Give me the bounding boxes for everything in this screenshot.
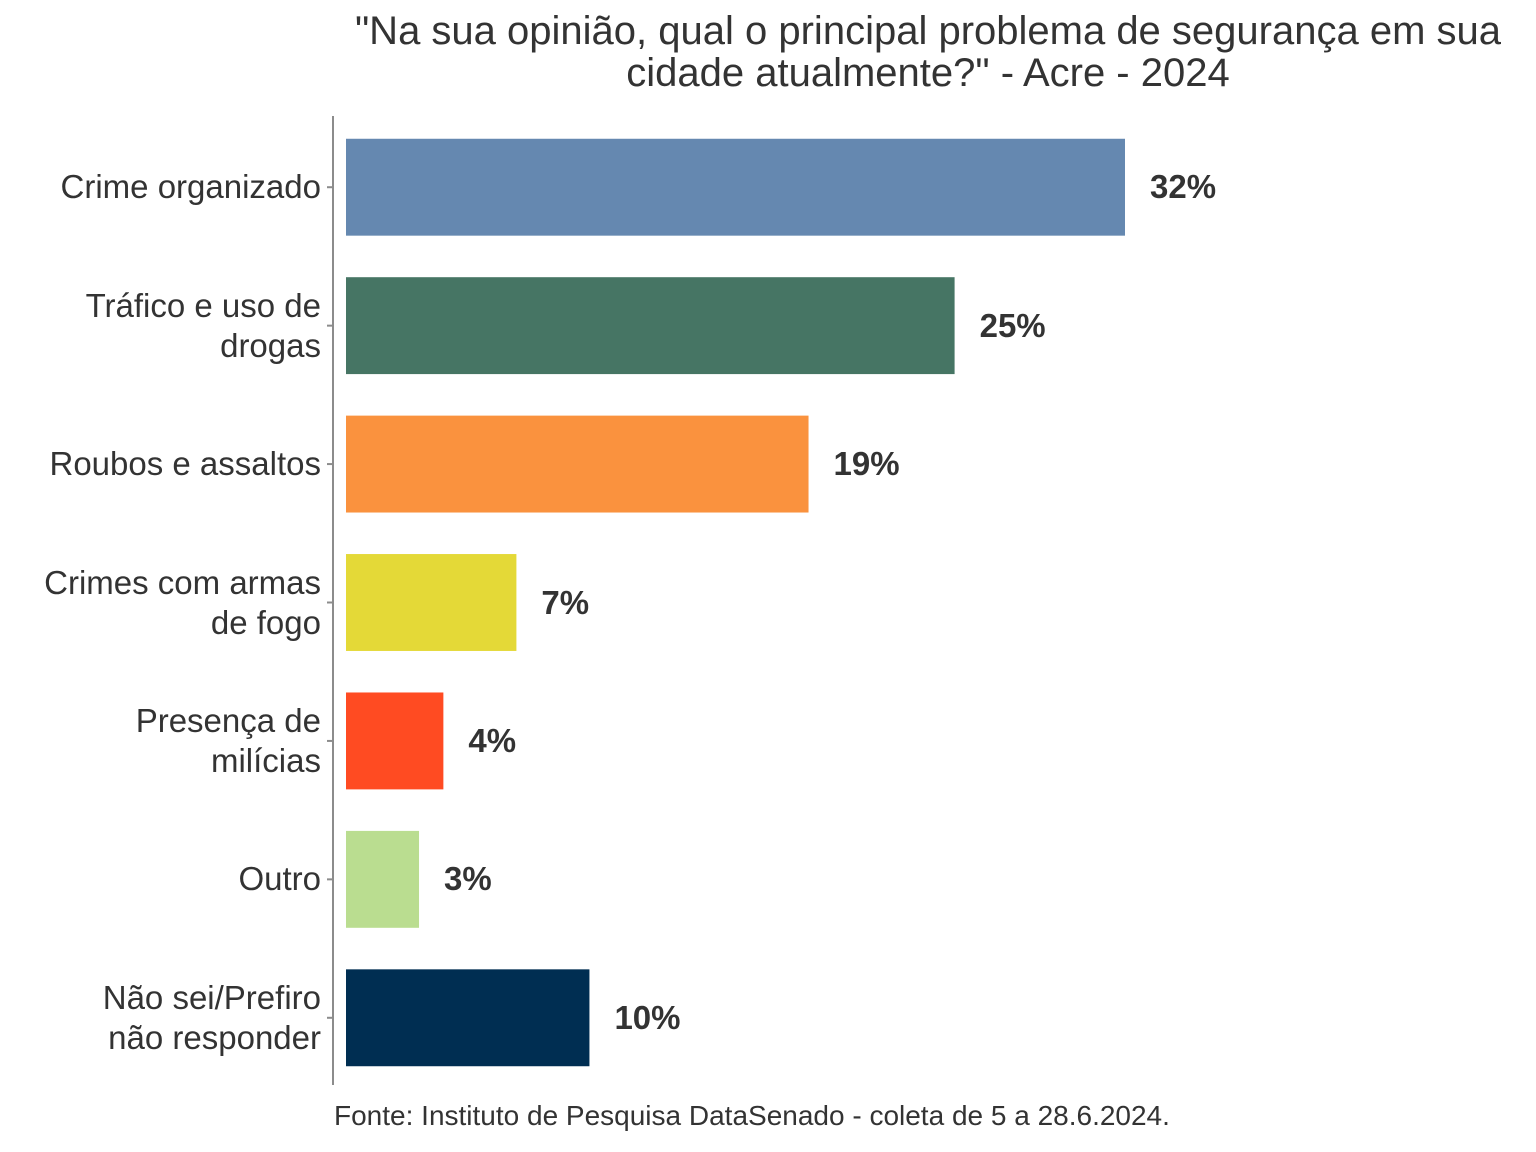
bar — [346, 138, 1125, 236]
y-tick-label: Roubos e assaltos — [49, 445, 322, 483]
data-label: 32% — [1150, 168, 1217, 206]
bar — [346, 969, 590, 1067]
data-label: 4% — [468, 721, 517, 759]
y-tick-label: Tráfico e uso de drogas — [85, 286, 321, 364]
data-label: 25% — [979, 306, 1046, 344]
data-label: 3% — [444, 860, 492, 898]
bar — [346, 830, 420, 928]
data-label: 10% — [614, 998, 681, 1036]
y-tick-label: Outro — [238, 860, 321, 898]
data-label: 7% — [541, 583, 590, 621]
y-tick-label: Crime organizado — [60, 168, 321, 206]
chart-caption: Fonte: Instituto de Pesquisa DataSenado … — [334, 1100, 1170, 1131]
bar — [346, 415, 809, 513]
y-tick-label: Não sei/Prefiro não responder — [102, 978, 321, 1056]
chart-title: "Na sua opinião, qual o principal proble… — [354, 9, 1501, 95]
y-tick-label: Presença de milícias — [135, 701, 321, 779]
data-label: 19% — [833, 445, 900, 483]
y-tick-label: Crimes com armas de fogo — [44, 563, 321, 641]
bar — [346, 692, 444, 790]
bar — [346, 277, 955, 375]
bar — [346, 554, 517, 651]
